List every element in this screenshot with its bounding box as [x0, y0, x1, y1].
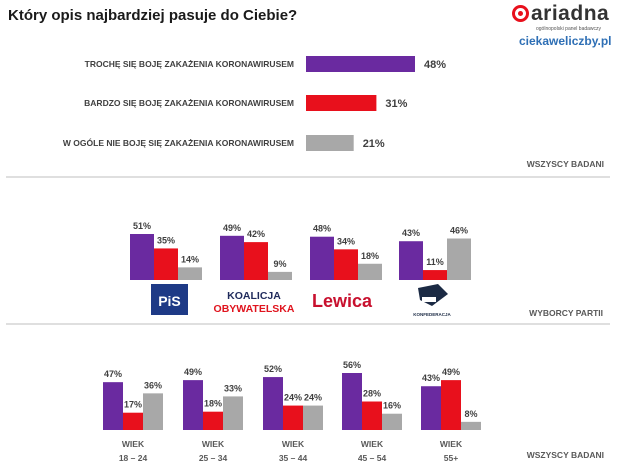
party-logo-label: PiS	[158, 293, 181, 309]
bar-trochę-party-1	[130, 234, 154, 280]
brand-name: ariadna	[531, 2, 610, 25]
konfederacja-logo-icon	[422, 297, 436, 302]
bar-trochę-party-3	[310, 236, 334, 280]
age-group-label: WIEK	[282, 439, 305, 449]
value-label: 18%	[204, 399, 222, 409]
value-label: 49%	[442, 367, 460, 377]
value-label: 42%	[247, 229, 265, 239]
pis-logo-icon	[151, 284, 188, 315]
bar-trochę-age-3	[263, 377, 283, 430]
value-label: 49%	[223, 223, 241, 233]
bar-wcale-all	[306, 135, 354, 151]
bar-trochę-all	[306, 56, 415, 72]
bar-bardzo-age-1	[123, 412, 143, 430]
bar-wcale-party-4	[447, 238, 471, 280]
value-label: 48%	[313, 224, 331, 234]
value-label: 33%	[224, 383, 242, 393]
bar-wcale-age-4	[382, 413, 402, 430]
bar-bardzo-age-3	[283, 405, 303, 430]
group-label: WSZYSCY BADANI	[527, 159, 604, 169]
value-label: 24%	[284, 393, 302, 403]
age-group-label: WIEK	[361, 439, 384, 449]
ariadna-logo-icon	[512, 5, 529, 22]
bar-wcale-age-3	[303, 405, 323, 430]
party-logo-label: OBYWATELSKA	[214, 303, 295, 315]
bar-trochę-party-4	[399, 241, 423, 280]
bar-bardzo-age-5	[441, 380, 461, 430]
category-label: BARDZO SIĘ BOJĘ ZAKAŻENIA KORONAWIRUSEM	[84, 98, 294, 108]
bar-trochę-age-2	[183, 380, 203, 430]
value-label: 43%	[422, 373, 440, 383]
bar-trochę-age-1	[103, 382, 123, 430]
party-logo-label: KOALICJA	[227, 290, 281, 302]
value-label: 11%	[426, 257, 444, 267]
age-group-label: WIEK	[440, 439, 463, 449]
konfederacja-logo-icon	[418, 284, 448, 306]
value-label: 56%	[343, 360, 361, 370]
value-label: 8%	[464, 409, 477, 419]
value-label: 14%	[181, 254, 199, 264]
value-label: 9%	[273, 259, 286, 269]
value-label: 31%	[385, 98, 407, 110]
value-label: 24%	[304, 393, 322, 403]
age-group-label: 55+	[444, 453, 458, 463]
value-label: 28%	[363, 389, 381, 399]
value-label: 35%	[157, 235, 175, 245]
bar-wcale-age-1	[143, 393, 163, 430]
value-label: 34%	[337, 236, 355, 246]
bar-trochę-age-5	[421, 386, 441, 430]
party-logo-label: Lewica	[312, 291, 373, 311]
bar-trochę-age-4	[342, 373, 362, 430]
bar-bardzo-age-2	[203, 411, 223, 430]
category-label: W OGÓLE NIE BOJĘ SIĘ ZAKAŻENIA KORONAWIR…	[63, 137, 294, 148]
bar-bardzo-party-4	[423, 270, 447, 280]
bar-bardzo-age-4	[362, 401, 382, 430]
bar-bardzo-party-2	[244, 242, 268, 280]
value-label: 47%	[104, 369, 122, 379]
value-label: 51%	[133, 221, 151, 231]
value-label: 52%	[264, 364, 282, 374]
age-group-label: 35 – 44	[279, 453, 308, 463]
bar-trochę-party-2	[220, 235, 244, 280]
age-group-label: 25 – 34	[199, 453, 228, 463]
bar-wcale-party-2	[268, 271, 292, 280]
value-label: 17%	[124, 400, 142, 410]
bar-bardzo-party-3	[334, 249, 358, 280]
age-group-label: WIEK	[202, 439, 225, 449]
bar-wcale-age-5	[461, 421, 481, 430]
age-group-label: 45 – 54	[358, 453, 387, 463]
value-label: 48%	[424, 59, 446, 71]
value-label: 36%	[144, 380, 162, 390]
bar-bardzo-all	[306, 95, 377, 111]
group-label: WYBORCY PARTII	[529, 308, 603, 318]
site-link[interactable]: ciekaweliczby.pl	[519, 34, 612, 48]
group-label: WSZYSCY BADANI	[527, 450, 604, 460]
bar-wcale-party-1	[178, 267, 202, 280]
party-logo-label: KONFEDERACJA	[413, 312, 451, 317]
bar-wcale-party-3	[358, 263, 382, 280]
category-label: TROCHĘ SIĘ BOJĘ ZAKAŻENIA KORONAWIRUSEM	[85, 59, 294, 69]
value-label: 18%	[361, 251, 379, 261]
brand-subtitle: ogólnopolski panel badawczy	[536, 26, 602, 32]
age-group-label: WIEK	[122, 439, 145, 449]
chart-title: Który opis najbardziej pasuje do Ciebie?	[8, 7, 298, 24]
value-label: 43%	[402, 228, 420, 238]
value-label: 46%	[450, 226, 468, 236]
value-label: 21%	[363, 138, 385, 150]
value-label: 16%	[383, 401, 401, 411]
bar-wcale-age-2	[223, 396, 243, 430]
value-label: 49%	[184, 367, 202, 377]
age-group-label: 18 – 24	[119, 453, 148, 463]
bar-bardzo-party-1	[154, 248, 178, 280]
